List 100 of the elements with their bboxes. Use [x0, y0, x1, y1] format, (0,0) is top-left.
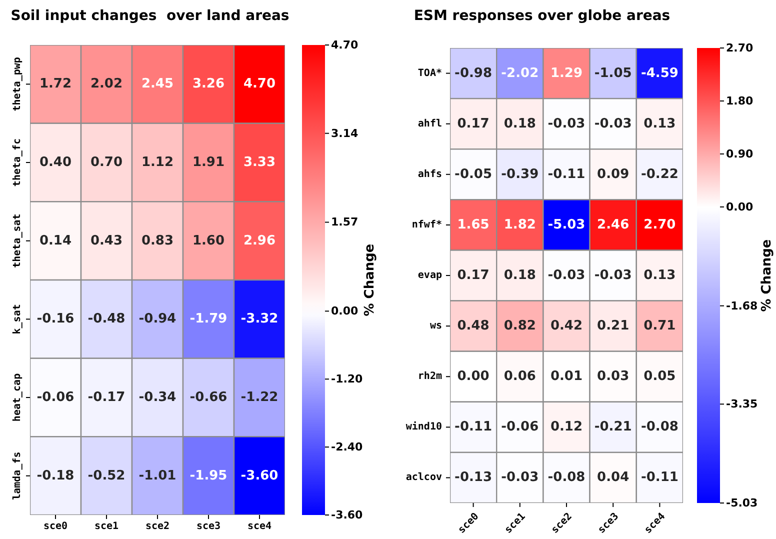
color-bar-title: % Change [362, 244, 378, 316]
data-label: -0.98 [454, 66, 492, 81]
data-label: -1.79 [190, 312, 228, 327]
data-label: -0.03 [548, 268, 586, 283]
color-bar-label: 0.00 [331, 304, 358, 318]
color-bar-label: -1.68 [726, 299, 758, 312]
data-label: 4.70 [243, 76, 276, 92]
y-tick-label: theta_fc [12, 138, 23, 187]
data-label: -0.52 [88, 468, 126, 484]
data-label: 0.06 [504, 369, 536, 384]
color-bar-label: -5.03 [726, 496, 758, 510]
data-label: -0.11 [548, 166, 586, 182]
data-label: 0.01 [550, 369, 583, 384]
y-tick-label: ahfl [418, 118, 442, 130]
data-label: -0.11 [640, 470, 678, 486]
color-bar-label: 0.90 [726, 147, 754, 160]
data-label: 3.33 [243, 155, 276, 170]
data-label: 1.65 [457, 217, 490, 232]
x-tick-label: sce0 [43, 521, 68, 532]
data-label: -0.16 [36, 312, 74, 327]
data-label: -0.22 [640, 166, 678, 182]
data-label: -1.05 [594, 66, 632, 81]
data-label: -0.03 [594, 268, 632, 283]
color-bar-label: -3.35 [726, 398, 758, 411]
data-label: 0.04 [597, 470, 630, 486]
data-label: -0.21 [594, 420, 632, 435]
color-bar-label: 1.80 [726, 94, 754, 108]
data-label: 1.29 [550, 66, 583, 81]
data-label: 1.91 [192, 155, 225, 170]
color-bar-label: -3.60 [331, 508, 364, 522]
data-label: -0.03 [594, 116, 632, 132]
data-label: 0.40 [39, 155, 72, 170]
data-label: 0.12 [550, 420, 583, 435]
data-label: 1.12 [141, 155, 174, 170]
data-label: -1.22 [240, 390, 278, 405]
data-label: -0.06 [36, 390, 74, 405]
data-label: -0.13 [454, 470, 492, 486]
data-label: 0.21 [597, 318, 630, 334]
data-label: 2.02 [90, 76, 123, 92]
data-label: -0.06 [501, 420, 539, 435]
data-label: -0.34 [138, 390, 176, 405]
data-label: 0.03 [597, 369, 630, 384]
y-tick-label: aclcov [406, 472, 442, 484]
data-label: -0.03 [501, 470, 539, 486]
data-label: -0.18 [36, 468, 74, 484]
data-label: 1.72 [39, 76, 72, 92]
y-tick-label: k_sat [12, 304, 23, 334]
data-label: -0.17 [88, 390, 126, 405]
data-label: -5.03 [548, 217, 586, 232]
data-label: 0.13 [644, 268, 676, 283]
color-bar-label: 0.00 [726, 200, 754, 214]
data-label: -3.32 [240, 312, 278, 327]
y-tick-label: rh2m [418, 371, 442, 382]
data-label: 0.13 [644, 116, 676, 132]
data-label: 0.18 [504, 116, 536, 132]
x-tick-label: sce2 [145, 521, 170, 532]
color-bar-label: -1.20 [331, 372, 364, 386]
data-label: 1.82 [504, 217, 536, 232]
chart-title: ESM responses over globe areas [412, 8, 672, 24]
data-label: 0.00 [457, 369, 490, 384]
data-label: -3.60 [240, 468, 278, 484]
data-label: -0.11 [454, 420, 492, 435]
data-label: -0.08 [640, 420, 678, 435]
data-label: 0.18 [504, 268, 536, 283]
data-label: 0.17 [457, 116, 490, 132]
data-label: 0.82 [504, 318, 536, 334]
data-label: -0.66 [190, 390, 228, 405]
y-tick-label: evap [418, 270, 442, 281]
data-label: -0.03 [548, 116, 586, 132]
y-tick-label: theta_sat [12, 214, 23, 268]
data-label: 1.60 [192, 233, 225, 248]
data-label: -0.48 [88, 312, 126, 327]
data-label: 2.96 [243, 233, 276, 248]
x-tick-label: sce1 [94, 521, 119, 532]
y-tick-label: TOA* [418, 68, 442, 79]
data-label: 2.46 [597, 217, 630, 232]
data-label: 2.70 [644, 217, 676, 232]
data-label: -0.05 [454, 166, 492, 182]
data-label: 0.42 [550, 318, 583, 334]
y-tick-label: heat_cap [12, 373, 23, 422]
data-label: -1.95 [190, 468, 228, 484]
y-tick-label: ahfs [418, 168, 442, 180]
color-bar-label: 3.14 [331, 126, 358, 140]
data-label: 0.48 [457, 318, 490, 334]
chart-title: Soil input changes over land areas [10, 8, 290, 24]
data-label: 3.26 [192, 76, 225, 92]
data-label: 0.05 [644, 369, 676, 384]
data-label: -4.59 [640, 66, 678, 81]
color-bar-title: % Change [760, 239, 774, 312]
data-label: -2.02 [501, 66, 539, 81]
data-label: 0.83 [141, 233, 174, 248]
x-tick-label: sce3 [196, 521, 221, 532]
y-tick-label: lamda_fs [12, 452, 23, 500]
data-label: 0.14 [39, 233, 72, 248]
color-bar-label: 1.57 [331, 216, 358, 229]
data-label: -0.08 [548, 470, 586, 486]
y-tick-label: ws [430, 320, 442, 332]
y-tick-label: wind10 [406, 420, 442, 433]
x-tick-label: sce4 [247, 521, 272, 532]
data-label: 0.71 [644, 318, 676, 334]
